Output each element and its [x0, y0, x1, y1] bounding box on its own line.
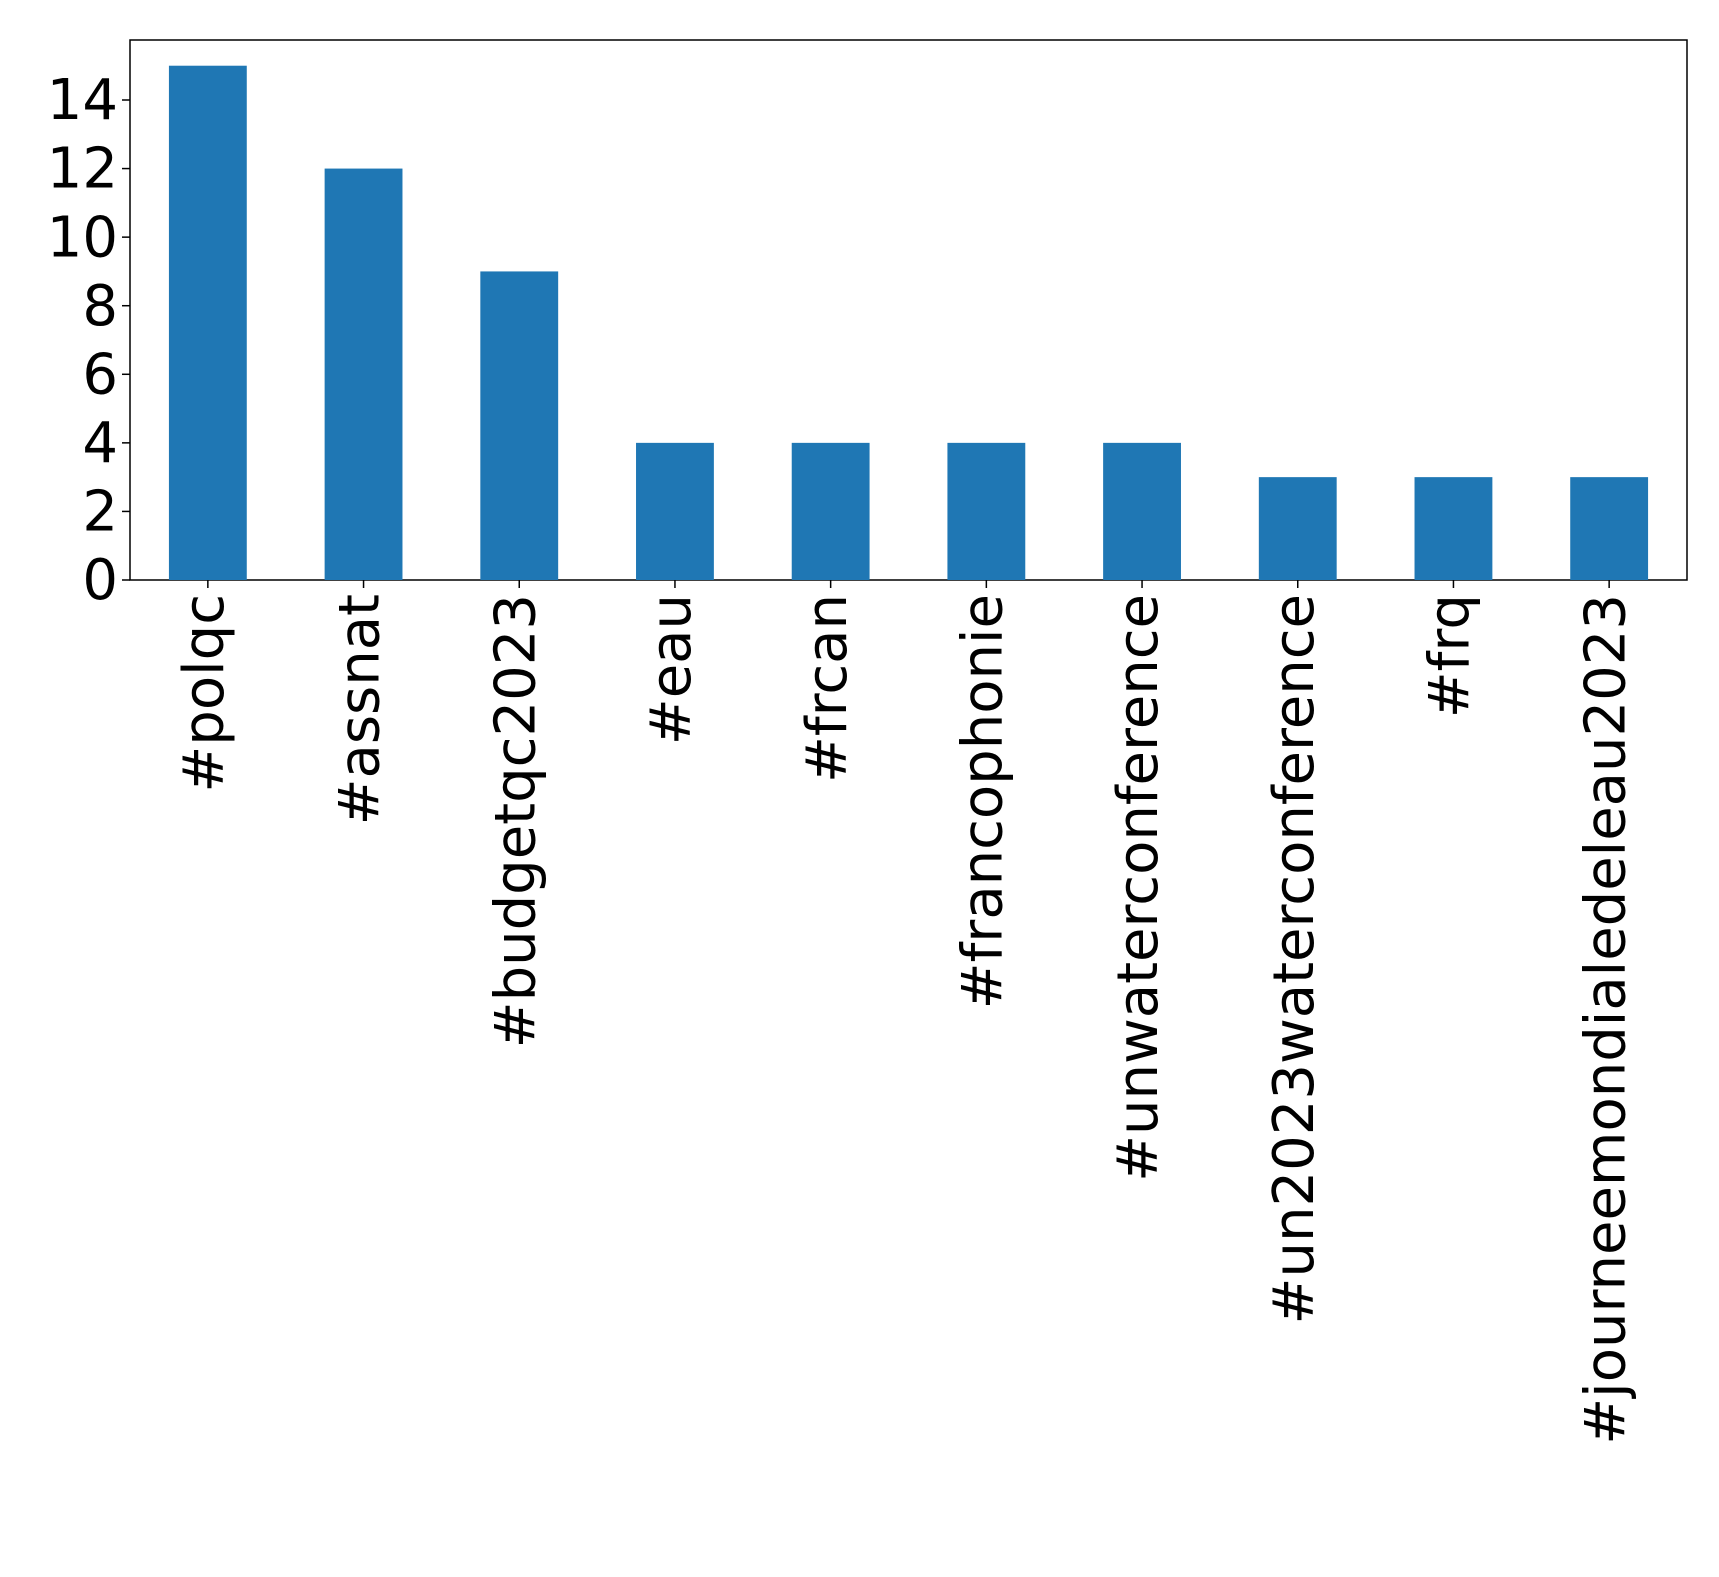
bar [1103, 442, 1181, 580]
x-tick-label: #unwaterconference [1106, 594, 1171, 1182]
y-tick-label: 0 [82, 548, 118, 613]
bar [168, 65, 247, 580]
x-tick-label: #frcan [795, 594, 860, 783]
y-tick-label: 12 [47, 137, 118, 202]
y-tick-label: 8 [82, 274, 118, 339]
x-tick-label: #francophonie [950, 594, 1015, 1009]
y-tick-label: 14 [47, 68, 118, 133]
y-tick-label: 6 [82, 342, 118, 407]
x-tick-label: #un2023waterconference [1262, 594, 1327, 1324]
x-tick-label: #polqc [172, 594, 237, 793]
plot-frame [129, 39, 1688, 581]
bar [1258, 477, 1337, 580]
x-tick-label: #assnat [328, 594, 393, 825]
bar [480, 271, 559, 580]
y-tick-label: 4 [82, 411, 118, 476]
y-tick-label: 2 [82, 480, 118, 545]
x-tick-label: #frq [1418, 594, 1483, 718]
bar [947, 442, 1026, 580]
bar [636, 442, 714, 580]
x-tick-label: #journeemondialedeleau2023 [1573, 594, 1638, 1445]
x-tick-label: #eau [639, 594, 704, 745]
bar [1570, 477, 1649, 580]
y-tick-label: 10 [47, 205, 118, 270]
bar [324, 168, 403, 581]
bar [791, 442, 870, 580]
bar [1414, 477, 1493, 580]
x-tick-label: #budgetqc2023 [483, 594, 548, 1048]
